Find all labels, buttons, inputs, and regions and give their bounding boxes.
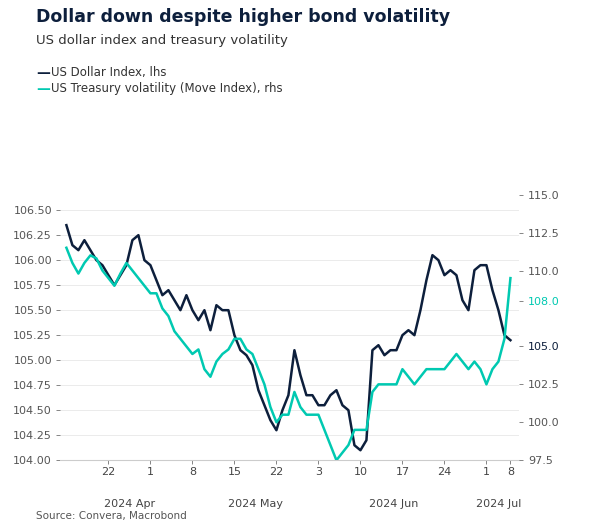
Text: 2024 Jun: 2024 Jun [368, 499, 418, 509]
Text: Source: Convera, Macrobond: Source: Convera, Macrobond [36, 511, 187, 521]
Text: —: — [36, 66, 50, 80]
Text: US Dollar Index, lhs: US Dollar Index, lhs [51, 66, 167, 79]
Text: 2024 Apr: 2024 Apr [104, 499, 155, 509]
Text: —: — [36, 82, 50, 96]
Text: US Treasury volatility (Move Index), rhs: US Treasury volatility (Move Index), rhs [51, 82, 283, 95]
Text: US dollar index and treasury volatility: US dollar index and treasury volatility [36, 34, 288, 48]
Text: Dollar down despite higher bond volatility: Dollar down despite higher bond volatili… [36, 8, 451, 26]
Text: 2024 Jul: 2024 Jul [476, 499, 521, 509]
Text: 2024 May: 2024 May [228, 499, 283, 509]
